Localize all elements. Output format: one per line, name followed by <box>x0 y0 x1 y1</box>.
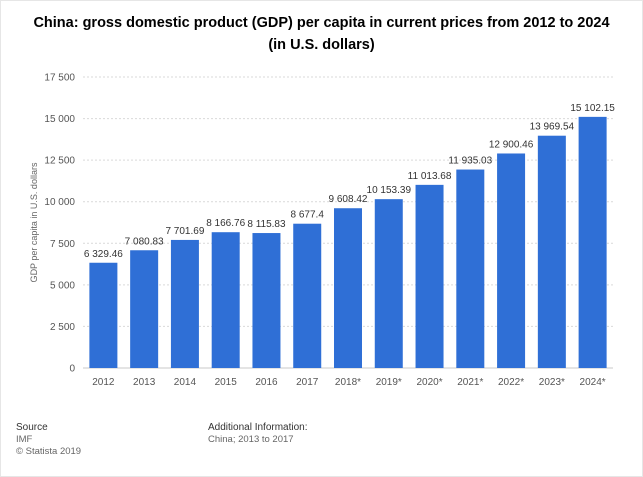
bar-value-label: 8 115.83 <box>247 219 286 230</box>
bar <box>537 135 566 368</box>
y-tick-label: 12 500 <box>44 156 75 167</box>
x-tick-label: 2019* <box>376 377 402 388</box>
bar <box>334 208 362 368</box>
chart-title-line-1: China: gross domestic product (GDP) per … <box>33 15 610 31</box>
y-tick-label: 15 000 <box>44 114 75 125</box>
x-tick-label: 2016 <box>255 377 278 388</box>
x-tick-label: 2017 <box>296 377 319 388</box>
x-tick-label: 2014 <box>174 377 197 388</box>
bar <box>293 223 322 368</box>
y-axis-label: GDP per capita in U.S. dollars <box>29 162 39 282</box>
bar-value-label: 10 153.39 <box>367 185 412 196</box>
bar <box>456 169 485 368</box>
additional-info-block: Additional Information: China; 2013 to 2… <box>208 422 308 446</box>
bar <box>374 199 403 368</box>
y-tick-label: 5 000 <box>50 280 75 291</box>
source-block: Source IMF © Statista 2019 <box>16 422 81 458</box>
x-tick-label: 2021* <box>457 377 483 388</box>
chart-title-line-2: (in U.S. dollars) <box>268 37 375 53</box>
bar-value-label: 8 677.4 <box>291 210 325 221</box>
bar <box>252 233 281 368</box>
bar <box>211 232 240 368</box>
y-tick-label: 17 500 <box>44 73 75 84</box>
bar-value-label: 9 608.42 <box>329 194 368 205</box>
x-tick-label: 2023* <box>539 377 565 388</box>
bar <box>497 153 526 368</box>
bar-value-label: 11 013.68 <box>408 171 452 182</box>
source-heading: Source <box>16 422 48 433</box>
bar-value-label: 6 329.46 <box>84 249 123 260</box>
x-tick-label: 2018* <box>335 377 361 388</box>
bar <box>415 184 444 368</box>
x-tick-label: 2013 <box>133 377 156 388</box>
additional-info-text: China; 2013 to 2017 <box>208 434 294 445</box>
bar <box>578 116 607 368</box>
bar <box>170 239 199 368</box>
x-tick-label: 2020* <box>416 377 442 388</box>
bar-value-label: 12 900.46 <box>489 139 534 150</box>
bar-value-label: 15 102.15 <box>570 103 615 114</box>
bar <box>89 262 118 368</box>
y-tick-label: 2 500 <box>50 322 75 333</box>
bar-value-label: 7 080.83 <box>125 236 164 247</box>
bar-value-label: 8 166.76 <box>206 218 245 229</box>
bar-value-label: 13 969.54 <box>530 122 575 133</box>
additional-info-heading: Additional Information: <box>208 422 308 433</box>
x-tick-label: 2015 <box>215 377 238 388</box>
chart-title: China: gross domestic product (GDP) per … <box>0 12 643 56</box>
y-tick-label: 10 000 <box>44 197 75 208</box>
bar-value-label: 11 935.03 <box>448 156 492 167</box>
y-tick-label: 0 <box>69 364 75 375</box>
x-tick-label: 2012 <box>92 377 115 388</box>
copyright-text: © Statista 2019 <box>16 446 82 457</box>
source-name: IMF <box>16 434 33 445</box>
y-tick-label: 7 500 <box>50 239 75 250</box>
x-tick-label: 2024* <box>580 377 606 388</box>
bar-value-label: 7 701.69 <box>165 226 204 237</box>
x-tick-label: 2022* <box>498 377 524 388</box>
bar <box>130 250 159 368</box>
